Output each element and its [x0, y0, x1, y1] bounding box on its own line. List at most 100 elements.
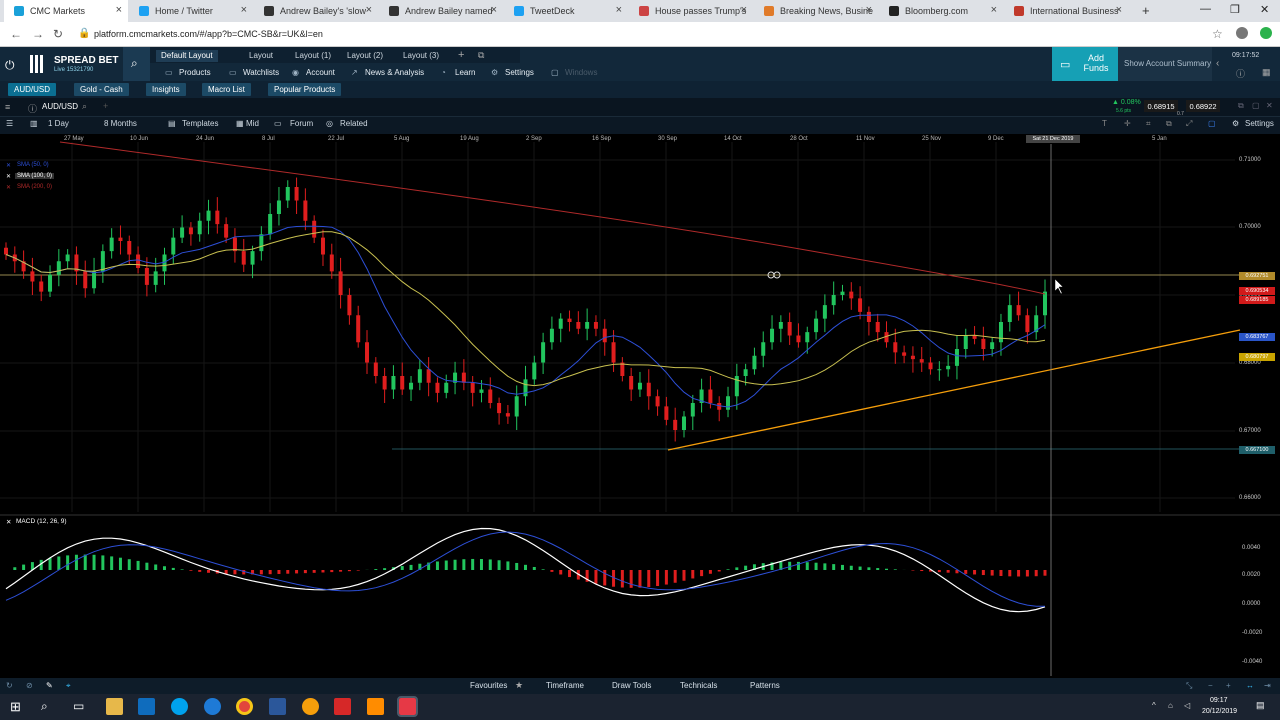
eraser-icon[interactable]: ⊘ — [26, 681, 33, 690]
grid-icon[interactable]: ▦ — [1262, 67, 1271, 77]
info-icon-small[interactable]: ⓘ — [28, 104, 38, 114]
word-icon[interactable] — [269, 698, 286, 715]
indicator-remove-icon[interactable]: ✕ — [6, 185, 12, 191]
quick-link[interactable]: Macro List — [202, 83, 251, 96]
bottom-tab[interactable]: Patterns — [750, 681, 780, 690]
app-icon-orange[interactable] — [302, 698, 319, 715]
autoscale-icon[interactable]: ⇥ — [1264, 681, 1271, 690]
macd-remove-icon[interactable]: ✕ — [6, 519, 12, 526]
popout-chart-icon[interactable]: ⧉ — [1238, 101, 1244, 110]
menu-learn[interactable]: Learn — [455, 68, 476, 77]
bottom-tab[interactable]: Favourites — [470, 681, 508, 690]
add-funds-button[interactable]: ▭ Add Funds — [1052, 47, 1118, 81]
draw-icon[interactable]: ⌗ — [1146, 119, 1151, 128]
browser-tab[interactable]: House passes Trump's × — [629, 0, 753, 22]
price-chart[interactable] — [0, 134, 1280, 678]
search-taskbar-icon[interactable]: ⌕ — [41, 699, 48, 713]
close-window-icon[interactable]: ✕ — [1260, 4, 1270, 16]
screenshot-icon[interactable]: ▢ — [1208, 119, 1216, 128]
bottom-tab[interactable]: Timeframe — [546, 681, 584, 690]
power-icon[interactable]: ⏻ — [5, 58, 15, 72]
tab-close-icon[interactable]: × — [740, 4, 747, 16]
menu-icon[interactable]: ≡ — [5, 102, 11, 112]
crosshair-icon[interactable]: ✛ — [1124, 119, 1131, 128]
zoom-in-icon[interactable]: + — [1226, 681, 1231, 690]
browser-tab[interactable]: TweetDeck × — [504, 0, 628, 22]
browser-tab[interactable]: International Business × — [1004, 0, 1128, 22]
magnet-icon[interactable]: ⌖ — [66, 681, 71, 690]
search-button[interactable]: ⌕ — [123, 47, 150, 81]
quick-link[interactable]: Gold - Cash — [74, 83, 129, 96]
minimize-icon[interactable]: — — [1200, 3, 1211, 15]
extension-icon[interactable] — [1260, 27, 1272, 39]
pan-icon[interactable]: ↔ — [1246, 681, 1254, 690]
profile-avatar[interactable] — [1236, 27, 1248, 39]
bottom-tab[interactable]: Technicals — [680, 681, 718, 690]
list-icon[interactable]: ☰ — [6, 119, 14, 128]
browser-tab[interactable]: Andrew Bailey named × — [379, 0, 503, 22]
chart-area[interactable] — [0, 134, 1280, 678]
add-layout-icon[interactable]: + — [458, 49, 465, 61]
network-icon[interactable]: ⌂ — [1168, 701, 1173, 710]
browser-tab[interactable]: Home / Twitter × — [129, 0, 253, 22]
tab-close-icon[interactable]: × — [615, 4, 622, 16]
browser-tab[interactable]: Andrew Bailey's 'slow × — [254, 0, 378, 22]
task-view-icon[interactable]: ▭ — [73, 699, 85, 713]
indicator-remove-icon[interactable]: ✕ — [6, 174, 12, 180]
menu-account[interactable]: Account — [306, 68, 335, 77]
menu-settings[interactable]: Settings — [505, 68, 534, 77]
new-tab-button[interactable]: + — [1142, 3, 1150, 18]
quick-link[interactable]: Insights — [146, 83, 186, 96]
related-button[interactable]: Related — [340, 119, 368, 128]
quick-link[interactable]: AUD/USD — [8, 83, 57, 96]
layout-tab[interactable]: Layout (1) — [295, 51, 332, 60]
layout-tab[interactable]: Default Layout — [156, 50, 218, 62]
tab-close-icon[interactable]: × — [115, 4, 122, 16]
cmc-app-icon[interactable] — [397, 696, 418, 717]
windows-start-icon[interactable]: ⊞ — [10, 699, 21, 714]
pen-icon[interactable]: ✎ — [46, 681, 53, 690]
browser-tab[interactable]: Breaking News, Busine × — [754, 0, 878, 22]
tab-close-icon[interactable]: × — [1115, 4, 1122, 16]
collapse-icon[interactable]: ‹ — [1216, 58, 1220, 69]
layout-tab[interactable]: Layout — [249, 51, 274, 60]
skype-icon[interactable] — [171, 698, 188, 715]
indicator-label[interactable]: SMA (50, 0) — [17, 162, 49, 168]
add-instrument-icon[interactable]: + — [103, 101, 109, 111]
vlc-icon[interactable] — [367, 698, 384, 715]
interval-select[interactable]: 1 Day — [48, 119, 69, 128]
menu-watchlists[interactable]: Watchlists — [243, 68, 280, 77]
maximize-chart-icon[interactable]: ▢ — [1252, 101, 1260, 110]
restore-icon[interactable]: ❐ — [1230, 4, 1240, 16]
forum-button[interactable]: Forum — [290, 119, 314, 128]
buy-price[interactable]: 0.68922 — [1186, 100, 1220, 112]
chart-settings-button[interactable]: Settings — [1245, 119, 1274, 128]
popout-icon[interactable]: ⧉ — [478, 50, 485, 60]
browser-tab[interactable]: CMC Markets × — [4, 0, 128, 22]
tab-close-icon[interactable]: × — [865, 4, 872, 16]
volume-icon[interactable]: ◁ — [1184, 701, 1191, 710]
expand-icon[interactable]: ⤢ — [1186, 119, 1193, 128]
tab-close-icon[interactable]: × — [240, 4, 247, 16]
menu-products[interactable]: Products — [179, 68, 211, 77]
tray-chevron-icon[interactable]: ^ — [1152, 701, 1156, 710]
templates-button[interactable]: Templates — [182, 119, 219, 128]
indicator-label[interactable]: SMA (100, 0) — [15, 173, 55, 179]
forward-icon[interactable]: → — [32, 27, 44, 41]
close-chart-icon[interactable]: ✕ — [1266, 101, 1273, 110]
show-account-summary[interactable]: Show Account Summary — [1118, 47, 1212, 81]
text-tool-icon[interactable]: T — [1102, 119, 1107, 128]
tab-close-icon[interactable]: × — [990, 4, 997, 16]
menu-news-analysis[interactable]: News & Analysis — [365, 68, 425, 77]
bookmark-star-icon[interactable]: ☆ — [1212, 27, 1223, 41]
edge-icon[interactable] — [204, 698, 221, 715]
panels-icon[interactable]: ▥ — [30, 119, 38, 128]
bottom-tab[interactable]: Draw Tools — [612, 681, 652, 690]
search-instrument-icon[interactable]: ⌕ — [82, 101, 88, 111]
tab-close-icon[interactable]: × — [365, 4, 372, 16]
zoom-out-icon[interactable]: − — [1208, 681, 1213, 690]
outlook-icon[interactable] — [138, 698, 155, 715]
chrome-icon[interactable] — [236, 698, 253, 715]
fit-icon[interactable]: ⤡ — [1186, 681, 1193, 690]
cycle-icon[interactable]: ↻ — [6, 681, 13, 690]
